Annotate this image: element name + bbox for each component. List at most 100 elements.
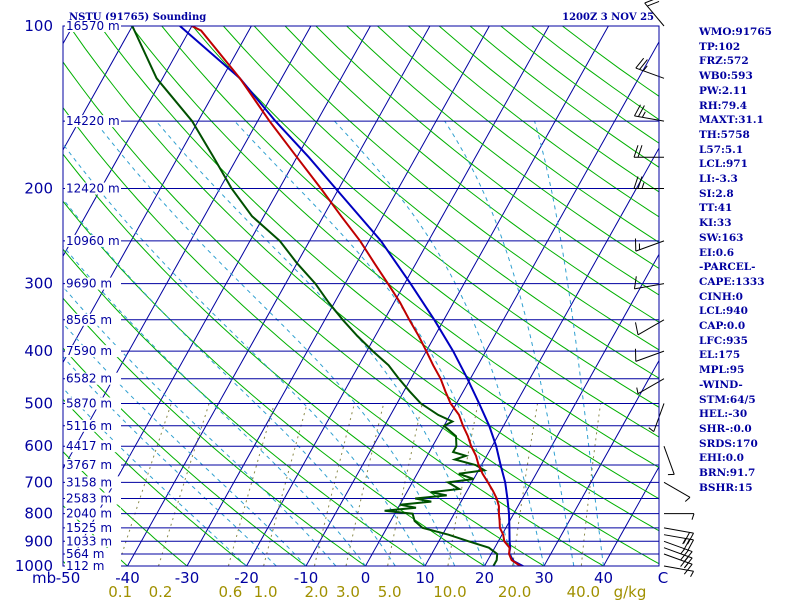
index-line: KI:33 [699, 217, 732, 230]
sounding-profiles [131, 26, 525, 566]
height-label: 2583 m [66, 492, 112, 506]
mixing-ratio-line [387, 403, 423, 566]
isotherm-line [186, 26, 490, 566]
wind-barb-staff [663, 481, 691, 498]
temperature-label: C [658, 569, 668, 587]
height-label: 8565 m [66, 313, 112, 327]
isotherm-line [424, 147, 659, 566]
temperature-label: 30 [534, 569, 553, 587]
height-label-bg [65, 560, 121, 572]
wind-barb-flag [683, 563, 693, 575]
index-line: SW:163 [699, 231, 744, 244]
moist-adiabat-line [534, 120, 604, 566]
mixing-ratio-label: 0.6 [218, 583, 242, 600]
dry-adiabat-line [63, 106, 605, 566]
moist-adiabat-line [334, 120, 545, 566]
index-line: LCL:940 [699, 305, 748, 318]
pressure-label: 800 [24, 505, 53, 523]
mixing-ratio-label: 0.1 [108, 583, 132, 600]
index-line: CAPE:1333 [699, 275, 765, 288]
mixing-ratio-unit: g/kg [614, 583, 647, 600]
isotherm-line [245, 26, 550, 566]
moist-adiabat-line [444, 120, 575, 566]
wind-barb-flag [636, 387, 639, 394]
wind-barb-flag [644, 0, 654, 4]
moist-adiabat-line [234, 120, 515, 566]
dry-adiabat-line [63, 200, 486, 566]
dry-adiabat-line [68, 26, 659, 532]
wind-barb-staff [663, 553, 693, 565]
wind-barb-staff [644, 2, 665, 27]
mixing-ratio-line [313, 403, 355, 566]
index-line: -PARCEL- [699, 261, 756, 274]
dry-adiabat-line [253, 26, 659, 351]
height-label-bg [65, 492, 121, 505]
wind-barb-flag [637, 145, 643, 158]
height-label-bg [65, 507, 121, 520]
dry-adiabat-line [284, 26, 659, 323]
index-line: CINH:0 [699, 290, 743, 303]
index-line: BRN:91.7 [699, 467, 756, 479]
mixing-ratio-label: 1.0 [254, 583, 278, 600]
height-label-bg [65, 476, 121, 489]
height-label: 564 m [66, 547, 104, 561]
index-line: SI:2.8 [699, 187, 734, 200]
moist-adiabat-line [155, 120, 485, 566]
index-line: TT:41 [699, 202, 733, 215]
height-label-bg [65, 313, 121, 326]
pressure-label: 400 [24, 342, 53, 360]
isotherm-line [305, 26, 609, 566]
wind-barb-flag [633, 176, 639, 189]
height-label-bg [65, 440, 121, 453]
wind-barb-staff [663, 565, 694, 572]
pressure-label: 1000 [15, 557, 53, 575]
dry-adiabat-line [63, 248, 426, 566]
index-line: WB0:593 [699, 70, 753, 83]
dry-adiabat-line [500, 26, 659, 144]
wind-barb-staff [663, 527, 694, 534]
isotherm-line [602, 465, 659, 566]
wind-barb-flag [683, 538, 691, 551]
height-label-bg [65, 458, 121, 471]
index-line: L57:5.1 [699, 143, 744, 156]
dry-adiabat-line [99, 26, 659, 500]
index-line: RH:79.4 [699, 99, 748, 112]
height-label: 1525 m [66, 521, 112, 535]
mixing-ratio-label: 5.0 [378, 583, 402, 600]
moist-adiabat-line [63, 143, 426, 566]
height-label-bg [65, 521, 121, 534]
dry-adiabat-line [346, 26, 659, 270]
dry-adiabat-line [192, 26, 659, 408]
mixing-ratio-label: 3.0 [336, 583, 360, 600]
height-label-bg [65, 115, 121, 128]
index-line: FRZ:572 [699, 55, 749, 68]
temperature-label: 10 [415, 569, 434, 587]
background-grid [63, 26, 659, 566]
temperature-label: -30 [175, 569, 200, 587]
dry-adiabat-line [130, 26, 659, 469]
index-line: TH:5758 [699, 128, 750, 141]
wind-barb-flag [642, 65, 648, 72]
moist-adiabat-line [63, 245, 366, 566]
temperature-label: -50 [56, 569, 81, 587]
wind-barb-staff [637, 319, 665, 336]
wind-barb-staff [635, 350, 665, 362]
pressure-label: 900 [24, 532, 53, 550]
isotherm-line [63, 26, 312, 470]
mixing-ratio-line [345, 403, 385, 566]
dry-adiabat-line [63, 61, 659, 565]
height-label: 10960 m [66, 234, 120, 248]
mixing-ratio-label: 10.0 [433, 583, 466, 600]
wind-barb-staff [663, 540, 693, 553]
wind-barb-flag [647, 0, 660, 7]
pressure-label: 600 [24, 437, 53, 455]
mixing-ratio-label: 2.0 [305, 583, 329, 600]
dry-adiabat-line [315, 26, 659, 296]
index-line: TP:102 [699, 40, 741, 53]
height-label-bg [65, 234, 121, 247]
index-line: WMO:91765 [699, 26, 772, 38]
isotherm-line [63, 26, 252, 364]
wind-barb-staff [637, 378, 665, 395]
index-line: BSHR:15 [699, 481, 753, 494]
